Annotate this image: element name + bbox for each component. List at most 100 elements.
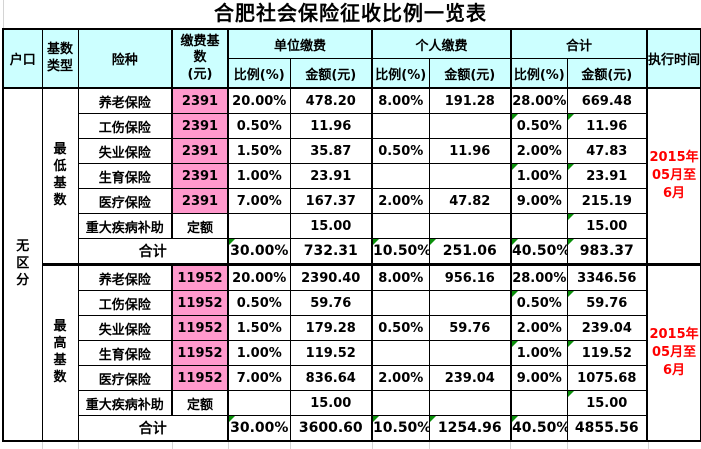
- cell-total-ratio[interactable]: 40.50%: [510, 415, 568, 442]
- cell-unit-ratio[interactable]: 20.00%: [227, 263, 291, 291]
- cell-total-ratio[interactable]: 1.00%: [510, 163, 568, 189]
- cell-personal-ratio[interactable]: 8.00%: [371, 263, 430, 291]
- cell-unit-ratio[interactable]: 7.00%: [227, 188, 291, 214]
- cell-insurance-name[interactable]: 医疗保险: [77, 365, 173, 391]
- cell-personal-ratio[interactable]: 10.50%: [371, 238, 430, 265]
- cell-unit-ratio[interactable]: 20.00%: [227, 87, 291, 114]
- cell-unit-ratio[interactable]: 7.00%: [227, 365, 291, 391]
- cell-total-ratio[interactable]: 40.50%: [510, 238, 568, 265]
- cell-base-type-max[interactable]: 最高基数: [41, 263, 79, 442]
- cell-personal-ratio[interactable]: [371, 163, 430, 189]
- cell-unit-amount[interactable]: 15.00: [289, 213, 373, 239]
- cell-personal-ratio[interactable]: 2.00%: [371, 365, 430, 391]
- cell-payment-base[interactable]: 2391: [171, 163, 229, 189]
- col-header-hukou[interactable]: 户口: [2, 28, 43, 89]
- cell-personal-ratio[interactable]: 0.50%: [371, 138, 430, 164]
- cell-hukou[interactable]: 无区分: [2, 87, 43, 442]
- cell-total-ratio[interactable]: 0.50%: [510, 290, 568, 316]
- cell-unit-ratio[interactable]: 0.50%: [227, 290, 291, 316]
- cell-personal-ratio[interactable]: 0.50%: [371, 315, 430, 341]
- col-header-insurance[interactable]: 险种: [77, 28, 173, 89]
- cell-insurance-name[interactable]: 养老保险: [77, 263, 173, 291]
- col-header-personal-amount[interactable]: 金额(元): [428, 58, 512, 89]
- cell-unit-amount[interactable]: 2390.40: [289, 263, 373, 291]
- cell-personal-ratio[interactable]: 10.50%: [371, 415, 430, 442]
- cell-personal-ratio[interactable]: [371, 340, 430, 366]
- cell-exec-time-max[interactable]: 2015年 05月至 6月: [646, 263, 701, 442]
- cell-unit-amount[interactable]: 35.87: [289, 138, 373, 164]
- cell-unit-ratio[interactable]: 30.00%: [227, 238, 291, 265]
- cell-total-ratio[interactable]: 1.00%: [510, 340, 568, 366]
- cell-total-amount[interactable]: 983.37: [566, 238, 648, 265]
- cell-unit-amount[interactable]: 836.64: [289, 365, 373, 391]
- cell-personal-amount[interactable]: 11.96: [428, 138, 512, 164]
- col-header-total-ratio[interactable]: 比例(%): [510, 58, 568, 89]
- col-header-payment-base[interactable]: 缴费基 数 (元): [171, 28, 229, 89]
- cell-total-ratio[interactable]: 9.00%: [510, 365, 568, 391]
- cell-total-ratio[interactable]: 0.50%: [510, 113, 568, 139]
- cell-unit-ratio[interactable]: 30.00%: [227, 415, 291, 442]
- cell-personal-amount[interactable]: [428, 213, 512, 239]
- cell-total-amount[interactable]: 239.04: [566, 315, 648, 341]
- cell-unit-amount[interactable]: 59.76: [289, 290, 373, 316]
- cell-personal-amount[interactable]: 956.16: [428, 263, 512, 291]
- col-header-exec-time[interactable]: 执行时间: [646, 28, 701, 89]
- cell-total-ratio[interactable]: 9.00%: [510, 188, 568, 214]
- cell-unit-amount[interactable]: 478.20: [289, 87, 373, 114]
- cell-total-amount[interactable]: 4855.56: [566, 415, 648, 442]
- cell-insurance-name[interactable]: 养老保险: [77, 87, 173, 114]
- cell-total-amount[interactable]: 11.96: [566, 113, 648, 139]
- cell-total-amount[interactable]: 1075.68: [566, 365, 648, 391]
- cell-payment-base[interactable]: 11952: [171, 290, 229, 316]
- cell-unit-ratio[interactable]: [227, 213, 291, 239]
- cell-insurance-name[interactable]: 失业保险: [77, 315, 173, 341]
- cell-personal-ratio[interactable]: [371, 290, 430, 316]
- cell-personal-amount[interactable]: [428, 390, 512, 416]
- cell-insurance-name[interactable]: 生育保险: [77, 340, 173, 366]
- cell-unit-amount[interactable]: 119.52: [289, 340, 373, 366]
- cell-personal-amount[interactable]: 239.04: [428, 365, 512, 391]
- cell-payment-base[interactable]: 11952: [171, 365, 229, 391]
- cell-total-ratio[interactable]: 2.00%: [510, 138, 568, 164]
- cell-insurance-name[interactable]: 工伤保险: [77, 290, 173, 316]
- col-header-unit-ratio[interactable]: 比例(%): [227, 58, 291, 89]
- cell-personal-amount[interactable]: [428, 113, 512, 139]
- cell-unit-ratio[interactable]: 0.50%: [227, 113, 291, 139]
- cell-personal-amount[interactable]: [428, 290, 512, 316]
- cell-payment-base[interactable]: 2391: [171, 113, 229, 139]
- col-header-total[interactable]: 合计: [510, 28, 648, 59]
- cell-insurance-name[interactable]: 生育保险: [77, 163, 173, 189]
- col-header-personal-payment[interactable]: 个人缴费: [371, 28, 512, 59]
- cell-total-amount[interactable]: 3346.56: [566, 263, 648, 291]
- cell-personal-amount[interactable]: [428, 163, 512, 189]
- cell-personal-ratio[interactable]: [371, 213, 430, 239]
- cell-payment-base[interactable]: 2391: [171, 87, 229, 114]
- cell-payment-base[interactable]: 11952: [171, 263, 229, 291]
- cell-personal-amount[interactable]: 191.28: [428, 87, 512, 114]
- cell-total-amount[interactable]: 669.48: [566, 87, 648, 114]
- cell-insurance-name[interactable]: 重大疾病补助: [77, 213, 173, 239]
- col-header-personal-ratio[interactable]: 比例(%): [371, 58, 430, 89]
- cell-total-ratio[interactable]: 28.00%: [510, 263, 568, 291]
- cell-payment-base[interactable]: 定额: [171, 390, 229, 416]
- cell-unit-amount[interactable]: 23.91: [289, 163, 373, 189]
- cell-personal-amount[interactable]: 59.76: [428, 315, 512, 341]
- cell-personal-ratio[interactable]: [371, 113, 430, 139]
- cell-unit-amount[interactable]: 3600.60: [289, 415, 373, 442]
- cell-insurance-name[interactable]: 失业保险: [77, 138, 173, 164]
- cell-personal-ratio[interactable]: 2.00%: [371, 188, 430, 214]
- cell-payment-base[interactable]: 定额: [171, 213, 229, 239]
- cell-payment-base[interactable]: 2391: [171, 138, 229, 164]
- cell-exec-time-min[interactable]: 2015年 05月至 6月: [646, 87, 701, 265]
- cell-insurance-name[interactable]: 医疗保险: [77, 188, 173, 214]
- cell-total-ratio[interactable]: [510, 390, 568, 416]
- cell-total-ratio[interactable]: 28.00%: [510, 87, 568, 114]
- cell-unit-ratio[interactable]: 1.00%: [227, 163, 291, 189]
- cell-total-amount[interactable]: 215.19: [566, 188, 648, 214]
- cell-personal-amount[interactable]: [428, 340, 512, 366]
- cell-total-amount[interactable]: 15.00: [566, 390, 648, 416]
- cell-unit-ratio[interactable]: 1.50%: [227, 315, 291, 341]
- cell-personal-amount[interactable]: 1254.96: [428, 415, 512, 442]
- col-header-unit-amount[interactable]: 金额(元): [289, 58, 373, 89]
- cell-total-label[interactable]: 合计: [77, 238, 229, 265]
